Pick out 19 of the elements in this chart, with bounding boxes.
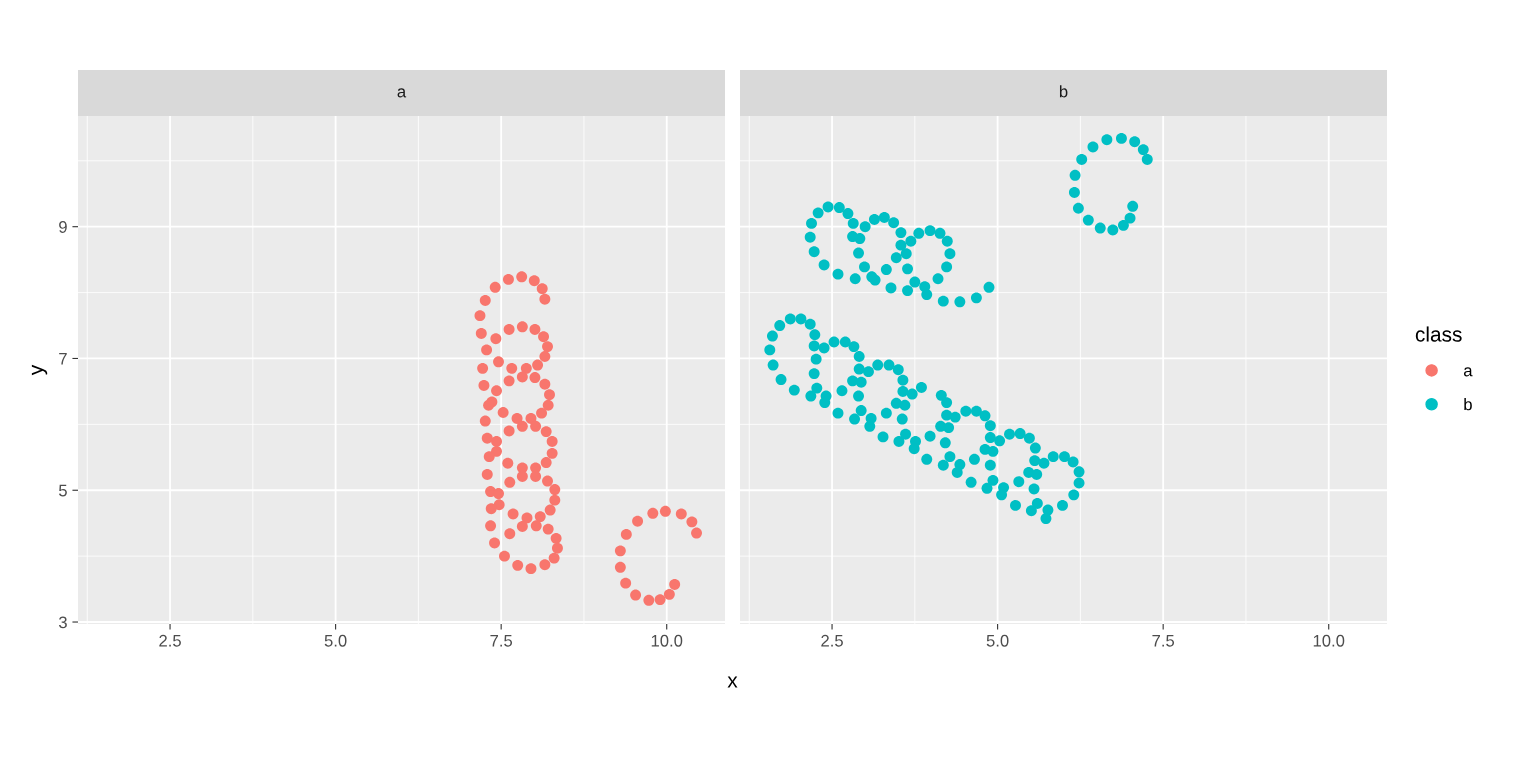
chart-title: b <box>1059 85 1068 98</box>
x-tick-label: 7.5 <box>1152 635 1175 647</box>
x-tick-label: 10.0 <box>651 634 683 647</box>
x-axis-title: x <box>727 676 738 688</box>
x-tick-label: 7.5 <box>490 635 513 647</box>
y-tick-label: 5 <box>58 484 67 497</box>
x-tick-label: 5.0 <box>986 634 1009 647</box>
legend-label: b <box>1464 398 1472 411</box>
chart-title: a <box>397 88 407 98</box>
y-tick-label: 3 <box>58 616 67 629</box>
x-tick-label: 5.0 <box>324 634 347 647</box>
y-axis-title: y <box>31 364 48 376</box>
legend-title: class <box>1415 326 1462 342</box>
y-tick-label: 7 <box>59 353 67 365</box>
x-tick-label: 2.5 <box>821 634 843 647</box>
y-tick-label: 9 <box>59 221 67 233</box>
legend-label: a <box>1463 367 1473 377</box>
x-tick-label: 2.5 <box>159 634 181 647</box>
x-tick-label: 10.0 <box>1313 634 1345 647</box>
